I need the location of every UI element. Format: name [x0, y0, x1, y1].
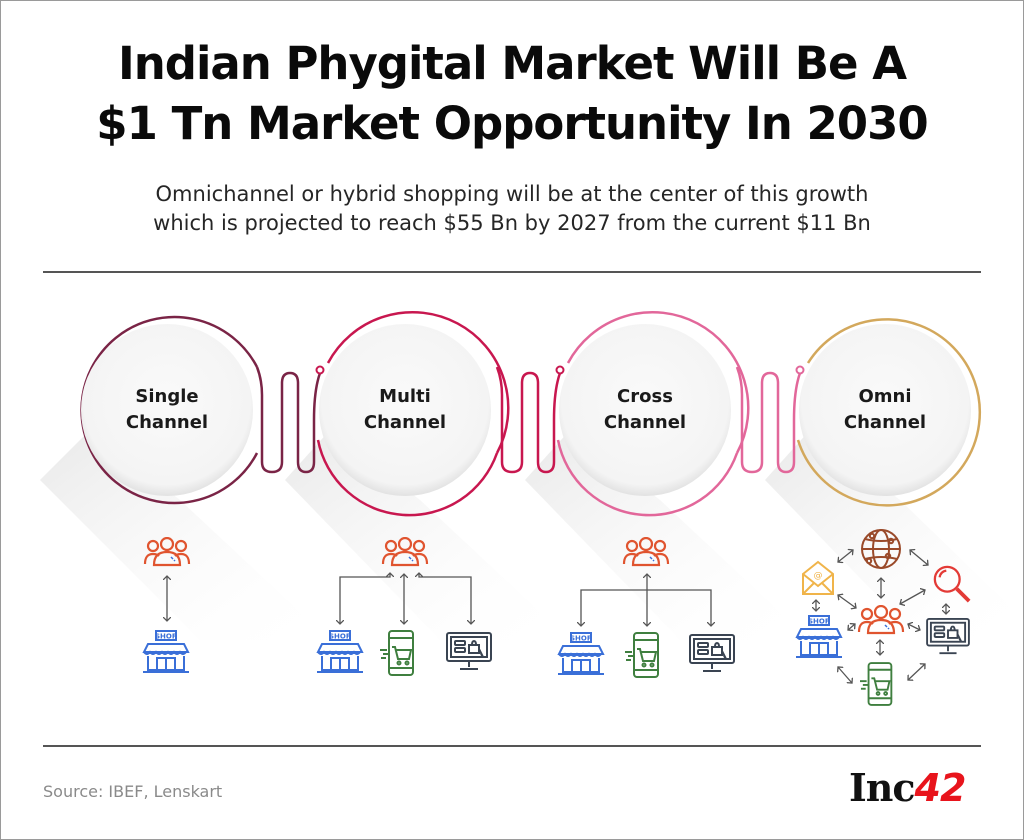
stage-label-line-1: Omni [858, 386, 912, 407]
stage-label-line-2: Channel [603, 412, 687, 433]
stage-label-line-1: Cross [617, 386, 673, 407]
subtitle-line-2: which is projected to reach $55 Bn by 20… [153, 211, 871, 235]
cross-channel-icons [557, 537, 735, 678]
logo-text: Inc [849, 765, 916, 810]
cross-channel-ring [556, 311, 805, 517]
stage-label-line-1: Multi [379, 386, 431, 407]
bottom-divider [43, 745, 981, 747]
title-line-2: $1 Tn Market Opportunity In 2030 [96, 97, 928, 150]
single-channel-icons [142, 537, 191, 673]
shop-icon [142, 630, 190, 673]
multi-channel-ring [316, 311, 565, 517]
subtitle-line-1: Omnichannel or hybrid shopping will be a… [155, 182, 869, 206]
single-channel-ring [80, 315, 325, 505]
subtitle: Omnichannel or hybrid shopping will be a… [0, 180, 1024, 238]
mobile-cart-icon [860, 662, 893, 706]
customers-icon [857, 605, 905, 635]
stage-label-cross-channel: Cross Channel [560, 384, 730, 436]
mobile-cart-icon [380, 630, 414, 676]
stage-label-single-channel: Single Channel [82, 384, 252, 436]
shop-icon [795, 615, 843, 658]
source-note: Source: IBEF, Lenskart [43, 782, 223, 801]
channel-evolution-diagram: SHOP @ [40, 311, 1024, 706]
mobile-cart-icon [625, 632, 659, 678]
stage-label-line-1: Single [135, 386, 199, 407]
omni-channel-icons [795, 529, 972, 706]
email-icon [802, 561, 834, 595]
stage-label-line-2: Channel [363, 412, 447, 433]
multi-channel-icons [316, 537, 492, 676]
omni-channel-ring [796, 318, 982, 507]
logo-number: 42 [914, 766, 967, 810]
title-line-1: Indian Phygital Market Will Be A [117, 37, 907, 90]
stage-label-multi-channel: Multi Channel [320, 384, 490, 436]
inc42-logo: Inc42 [849, 765, 967, 811]
stage-label-line-2: Channel [125, 412, 209, 433]
top-divider [43, 271, 981, 273]
stage-label-omni-channel: Omni Channel [800, 384, 970, 436]
desktop-shopping-icon [689, 634, 735, 672]
stage-label-line-2: Channel [843, 412, 927, 433]
page-title: Indian Phygital Market Will Be A $1 Tn M… [0, 34, 1024, 154]
